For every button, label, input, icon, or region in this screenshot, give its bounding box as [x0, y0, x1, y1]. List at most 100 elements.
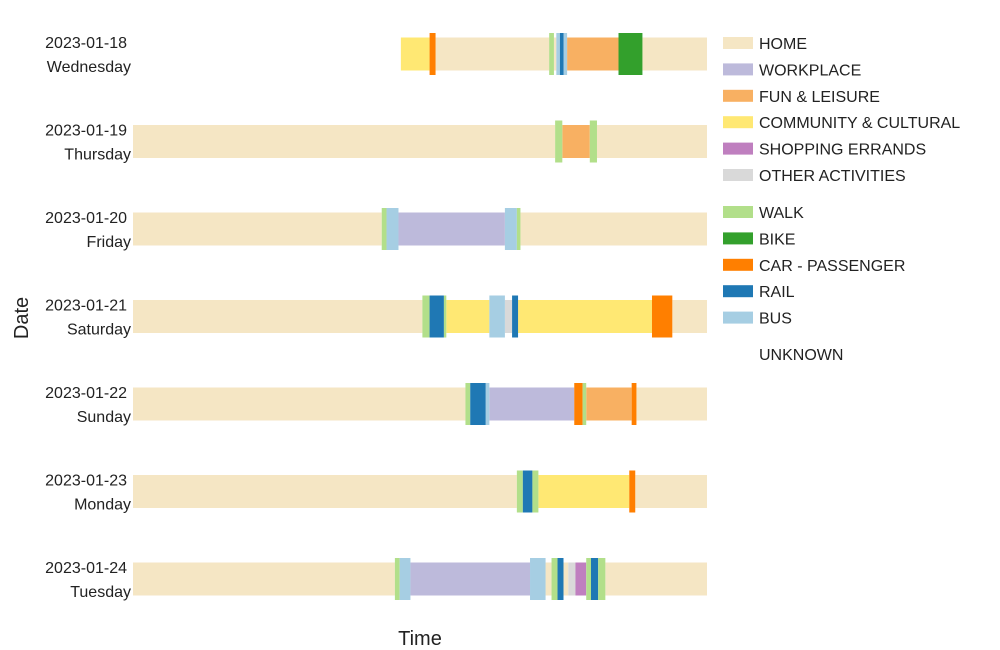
segment-walk — [465, 383, 471, 425]
segment-home — [133, 125, 556, 158]
legend-swatch — [723, 258, 753, 271]
legend-item-walk: WALK — [723, 205, 804, 222]
segment-car-passenger — [631, 383, 637, 425]
row-date-label: 2023-01-22 — [45, 385, 127, 402]
timeline-row: 2023-01-24 Tuesday — [45, 558, 707, 601]
segment-home — [635, 475, 707, 508]
segment-walk — [443, 295, 447, 338]
segment-car-passenger — [651, 295, 673, 338]
segment-home — [636, 387, 707, 421]
legend-swatch — [723, 311, 753, 324]
legend-label: OTHER ACTIVITIES — [759, 168, 906, 185]
segment-walk — [582, 383, 587, 425]
segment-fun-leisure — [562, 125, 590, 158]
row-weekday-label: Tuesday — [70, 584, 131, 601]
row-weekday-label: Thursday — [64, 147, 131, 164]
segment-home — [133, 212, 382, 246]
segment-rail — [512, 295, 519, 338]
timeline-row: 2023-01-22 Sunday — [45, 383, 707, 426]
segment-walk — [555, 120, 563, 163]
segment-home — [672, 300, 707, 333]
row-date-label: 2023-01-24 — [45, 560, 127, 577]
legend-swatch — [723, 232, 753, 245]
legend-item-bike: BIKE — [723, 231, 795, 248]
segment-walk — [422, 295, 430, 338]
row-weekday-label: Wednesday — [47, 59, 131, 76]
legend: HOME WORKPLACE FUN & LEISURE COMMUNITY & CU… — [723, 36, 960, 364]
segment-home — [596, 125, 707, 158]
legend-swatch — [723, 63, 753, 76]
segment-bike — [618, 33, 643, 75]
segment-community-cultural — [518, 300, 652, 333]
segment-walk — [549, 33, 554, 75]
segment-walk — [394, 558, 400, 600]
y-axis-label: Date — [11, 297, 33, 339]
segment-home — [133, 300, 423, 333]
segment-home — [642, 37, 707, 71]
segment-workplace — [489, 387, 575, 421]
segment-walk — [598, 558, 606, 600]
legend-label: CAR - PASSENGER — [759, 258, 905, 275]
legend-label: SHOPPING ERRANDS — [759, 142, 926, 159]
legend-swatch — [723, 89, 753, 102]
legend-item-workplace: WORKPLACE — [723, 62, 861, 79]
segment-community-cultural — [446, 300, 490, 333]
segment-workplace — [410, 562, 531, 596]
segment-rail — [429, 295, 444, 338]
segment-car-passenger — [629, 470, 636, 513]
segment-workplace — [398, 212, 505, 246]
segment-walk — [589, 120, 597, 163]
legend-label: BUS — [759, 311, 792, 328]
row-date-label: 2023-01-21 — [45, 298, 127, 315]
segment-rail — [559, 33, 564, 75]
row-date-label: 2023-01-18 — [45, 35, 127, 52]
legend-label: WORKPLACE — [759, 62, 861, 79]
segment-rail — [470, 383, 486, 425]
segment-bus — [556, 33, 560, 75]
legend-swatch — [723, 116, 753, 129]
segment-home — [553, 37, 557, 71]
legend-swatch — [723, 348, 753, 360]
legend-swatch — [723, 37, 753, 49]
segment-bus — [399, 558, 411, 600]
segment-walk — [516, 208, 521, 250]
legend-item-bus: BUS — [723, 311, 792, 328]
legend-label: RAIL — [759, 284, 795, 301]
segment-rail — [522, 470, 533, 513]
segment-home — [133, 387, 466, 421]
segment-other-activities — [568, 562, 576, 596]
timeline-row: 2023-01-18 Wednesday — [45, 33, 707, 76]
segment-bus — [530, 558, 546, 600]
timeline-row: 2023-01-19 Thursday — [45, 120, 707, 164]
timeline-row: 2023-01-21 Saturday — [45, 295, 707, 339]
segment-bus — [504, 208, 517, 250]
segment-other-activities — [504, 300, 513, 333]
segment-home — [605, 562, 707, 596]
row-date-label: 2023-01-19 — [45, 123, 127, 140]
legend-swatch — [723, 169, 753, 181]
legend-item-community-cultural: COMMUNITY & CULTURAL — [723, 115, 960, 132]
segment-community-cultural — [538, 475, 630, 508]
legend-item-unknown: UNKNOWN — [723, 347, 843, 364]
row-weekday-label: Monday — [74, 497, 131, 514]
legend-swatch — [723, 285, 753, 298]
legend-item-home: HOME — [723, 36, 807, 53]
legend-label: BIKE — [759, 231, 795, 248]
segment-car-passenger — [574, 383, 583, 425]
segment-home — [133, 475, 517, 508]
segment-fun-leisure — [586, 387, 632, 421]
segment-walk — [381, 208, 387, 250]
legend-item-fun-leisure: FUN & LEISURE — [723, 89, 880, 106]
timeline-rows: 2023-01-18Wednesday2023-01-19Thursday202… — [45, 33, 707, 601]
x-axis-label: Time — [398, 628, 442, 650]
segment-community-cultural — [400, 37, 430, 71]
segment-bus — [386, 208, 399, 250]
legend-item-rail: RAIL — [723, 284, 795, 301]
segment-bus — [489, 295, 505, 338]
legend-item-shopping-errands: SHOPPING ERRANDS — [723, 142, 926, 159]
segment-rail — [557, 558, 564, 600]
segment-rail — [591, 558, 599, 600]
legend-label: FUN & LEISURE — [759, 89, 880, 106]
